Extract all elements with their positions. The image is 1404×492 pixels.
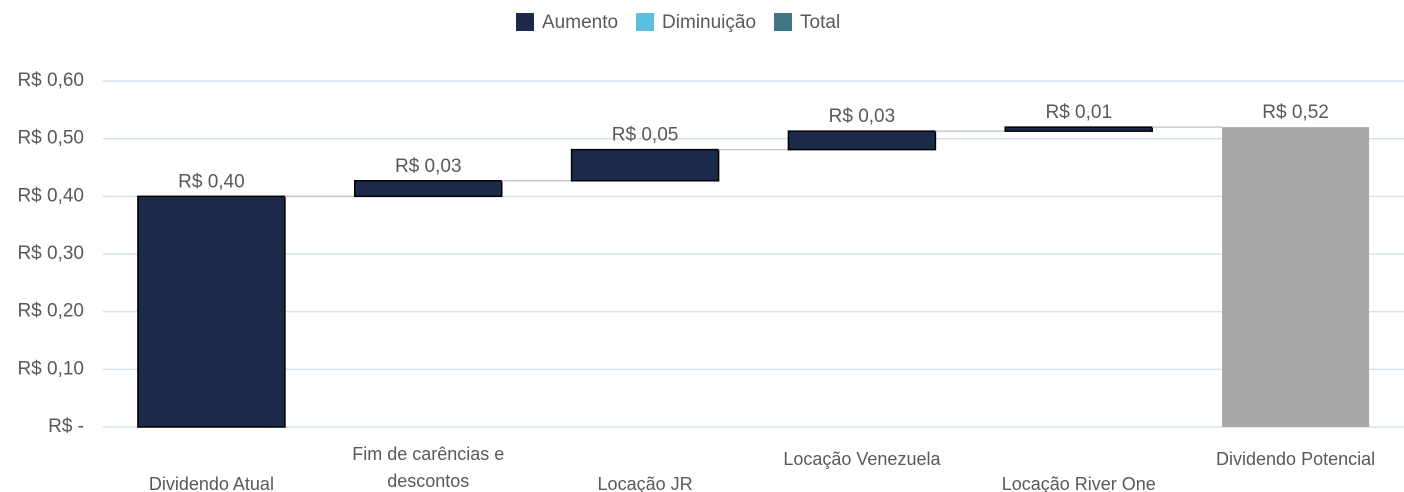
bar: [1222, 127, 1369, 427]
bar: [138, 196, 285, 427]
value-label: R$ 0,03: [395, 156, 462, 177]
y-tick-label: R$ 0,60: [17, 70, 84, 91]
value-label: R$ 0,05: [612, 125, 679, 146]
x-tick-label: Locação River One: [1002, 474, 1156, 492]
y-tick-label: R$ -: [48, 416, 84, 437]
legend-swatch: [636, 13, 654, 31]
x-tick-label: Locação JR: [598, 474, 693, 492]
chart: Aumento Diminuição Total R$ - R$ 0,10 R$ 0,20…: [0, 0, 1404, 492]
value-label: R$ 0,40: [178, 171, 245, 192]
bar: [788, 131, 935, 149]
legend-swatch: [516, 13, 534, 31]
y-tick-label: R$ 0,20: [17, 301, 84, 322]
value-label: R$ 0,03: [829, 106, 896, 127]
y-tick-label: R$ 0,10: [17, 358, 84, 379]
bar: [355, 181, 502, 197]
legend: Aumento Diminuição Total: [516, 12, 840, 33]
legend-label: Diminuição: [662, 12, 756, 33]
legend-label: Aumento: [542, 12, 618, 33]
value-label: R$ 0,01: [1045, 102, 1112, 123]
y-tick-label: R$ 0,40: [17, 185, 84, 206]
bar: [1005, 127, 1152, 131]
value-label: R$ 0,52: [1262, 102, 1329, 123]
legend-label: Total: [800, 12, 840, 33]
x-tick-label: Locação Venezuela: [783, 449, 941, 469]
x-tick-label: Dividendo Atual: [149, 474, 274, 492]
y-tick-label: R$ 0,50: [17, 128, 84, 149]
x-tick-label: Dividendo Potencial: [1216, 449, 1375, 469]
bar: [572, 150, 719, 181]
y-tick-label: R$ 0,30: [17, 243, 84, 264]
legend-swatch: [774, 13, 792, 31]
